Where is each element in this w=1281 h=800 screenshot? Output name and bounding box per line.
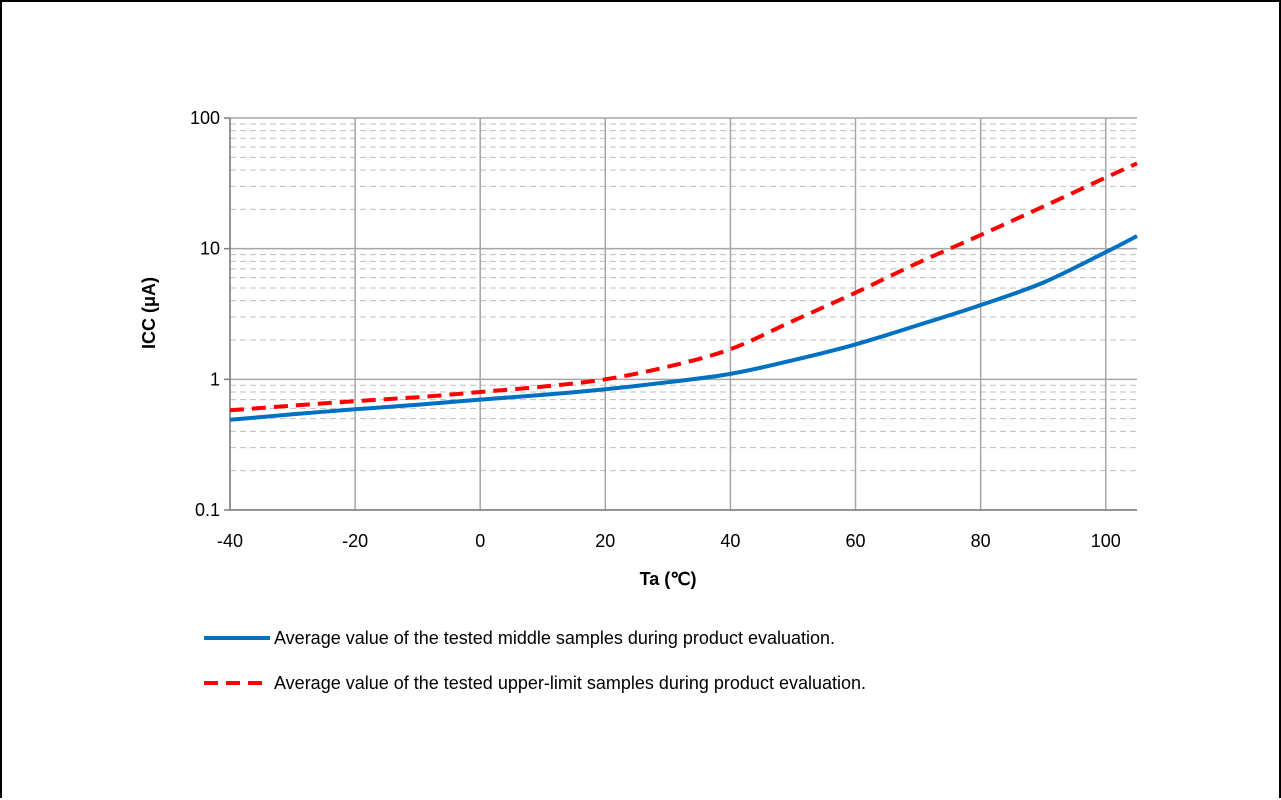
y-axis-title: ICC (μA) [139,277,159,349]
axis-layer [224,117,1137,511]
x-tick-label: 20 [595,531,615,551]
x-tick-label: -20 [342,531,368,551]
x-tick-label: 40 [720,531,740,551]
y-tick-label: 0.1 [195,500,220,520]
x-axis-title: Ta (℃) [640,569,697,589]
label-layer: Ta (℃) ICC (μA) 0.1 1 10 100 -40 -20 0 20 40 60 80… [139,108,1121,589]
legend-entry-middle-samples: Average value of the tested middle sampl… [204,628,835,648]
x-tick-label: 60 [846,531,866,551]
y-tick-label: 10 [200,239,220,259]
y-tick-label: 100 [190,108,220,128]
legend-label-upper-limit-samples: Average value of the tested upper-limit … [274,673,866,693]
x-tick-label: 0 [475,531,485,551]
legend: Average value of the tested middle sampl… [204,628,866,693]
legend-entry-upper-limit-samples: Average value of the tested upper-limit … [204,673,866,693]
series-line-middle-samples [229,234,1138,422]
y-tick-label: 1 [210,369,220,389]
x-tick-label: 100 [1091,531,1121,551]
series-layer [229,161,1138,422]
legend-label-middle-samples: Average value of the tested middle sampl… [274,628,835,648]
grid-layer [229,117,1137,511]
x-tick-label: 80 [971,531,991,551]
series-line-upper-limit-samples [229,161,1138,413]
x-tick-label: -40 [217,531,243,551]
